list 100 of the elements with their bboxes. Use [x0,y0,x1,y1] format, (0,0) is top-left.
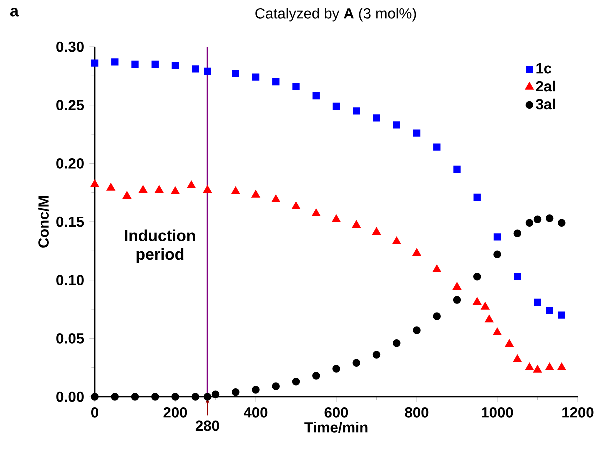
point [272,78,280,86]
point [312,372,320,380]
point [546,214,554,222]
point [252,190,260,198]
point [292,83,300,90]
point [474,194,481,202]
point [204,186,212,194]
point [558,363,566,371]
point [481,302,490,310]
point [204,68,212,76]
point [534,216,542,224]
point [393,339,401,348]
point [454,166,461,174]
point [111,393,119,401]
x-tick-label: 800 [405,407,429,418]
point [372,228,381,236]
point [453,296,462,304]
point [192,393,200,401]
point [526,219,534,228]
point [473,298,482,306]
point [546,363,554,371]
x-tick-label: 200 [164,407,188,418]
point [332,102,340,110]
chart-title: Catalyzed by A (3 mol%) [256,8,416,22]
point [433,312,441,320]
point [232,388,240,396]
y-tick-label: 0.10 [56,275,84,286]
point [493,328,502,336]
point [352,220,361,228]
point [332,215,341,222]
y-tick-label: 0.00 [56,392,84,402]
legend-label: 3al [536,98,556,110]
y-axis-title: Conc/M [38,196,50,248]
y-tick-label: 0.20 [56,158,84,169]
point [171,186,180,194]
point [90,180,100,188]
point [353,108,360,115]
point [272,195,280,203]
point [232,70,240,78]
point [514,273,522,280]
x-tick-label: 400 [244,407,268,418]
point [393,122,400,129]
point [312,92,320,100]
point [172,62,180,70]
legend-label: 1c [536,64,552,74]
point [534,298,542,306]
ref-line-label: 280 [196,420,220,432]
point [123,192,132,200]
point [204,393,212,401]
point [292,378,300,386]
point [413,130,421,137]
point [139,186,148,194]
point [494,250,502,259]
x-tick-label: 600 [324,407,348,418]
point [91,60,99,67]
point [192,66,200,73]
point [558,219,566,228]
point [131,393,140,401]
point [91,393,99,401]
point [534,366,542,373]
point [252,386,260,394]
x-tick-label: 0 [92,407,98,418]
point [152,60,159,68]
x-tick-label: 1000 [482,407,514,418]
point [106,184,116,191]
point [373,114,380,122]
annotation: Induction period [125,230,196,264]
point [332,365,340,373]
point [132,60,139,68]
point [485,315,494,323]
legend-label: 2al [536,80,556,92]
point [112,58,119,66]
point [372,351,381,359]
point [434,144,441,151]
point [546,307,554,314]
point [152,393,160,401]
point [494,234,502,241]
point [413,326,421,334]
y-tick-label: 0.25 [56,100,84,111]
y-tick-label: 0.05 [56,333,84,344]
point [453,282,462,290]
y-tick-label: 0.15 [56,216,84,228]
point [155,186,164,194]
point [312,209,321,217]
point [513,355,522,362]
point [252,74,260,81]
x-axis-title: Time/min [304,422,368,433]
point [412,248,422,256]
point [505,340,514,348]
point [232,186,240,194]
point [292,202,300,210]
point [432,265,442,273]
point [558,312,566,319]
point [212,390,220,399]
x-tick-label: 1200 [562,407,594,418]
point [187,181,196,189]
y-tick-label: 0.30 [56,42,84,52]
point [172,393,180,401]
point [474,272,482,281]
point [272,382,280,390]
